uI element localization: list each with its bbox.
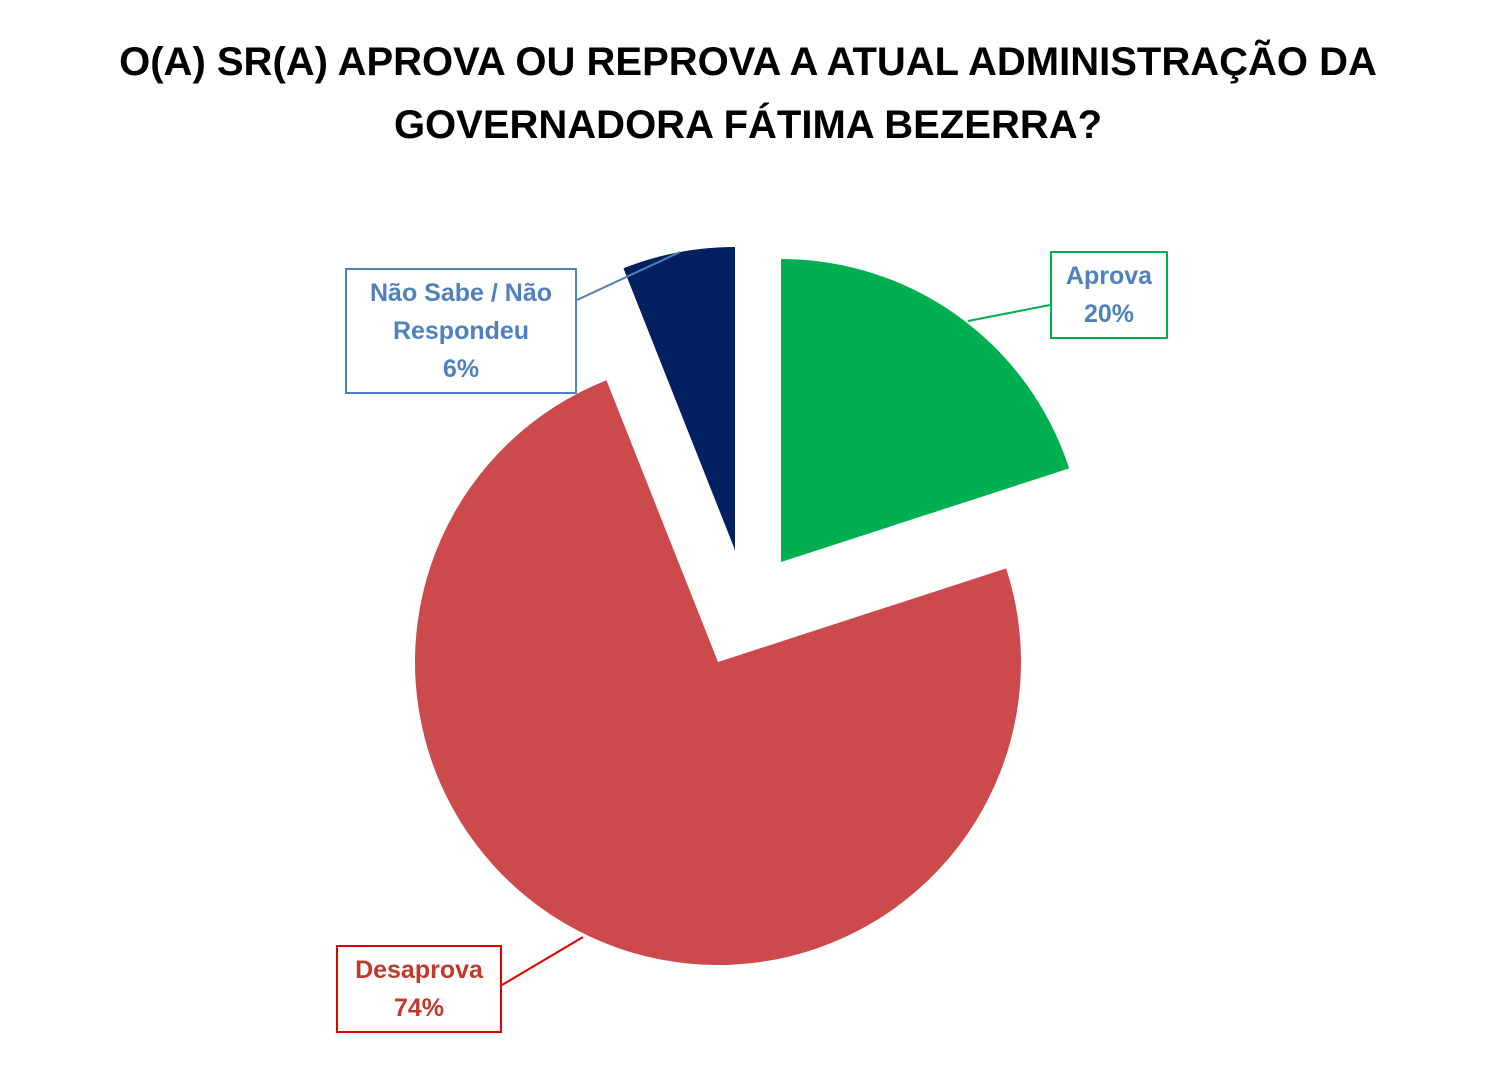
chart-title: O(A) SR(A) APROVA OU REPROVA A ATUAL ADM… <box>119 40 1377 84</box>
label-value: 20% <box>1083 300 1135 328</box>
label-value: 6% <box>442 355 480 383</box>
leader-line <box>576 251 681 301</box>
pie-slice <box>623 247 735 550</box>
data-label: Não Sabe / Não Respondeu 6% <box>345 268 577 394</box>
leader-line <box>967 304 1051 322</box>
label-category: Desaprova <box>355 956 483 984</box>
data-label: Desaprova 74% <box>336 945 502 1033</box>
leader-line <box>501 936 584 986</box>
pie-slice <box>781 259 1070 562</box>
label-value: 74% <box>393 994 445 1022</box>
chart-title: GOVERNADORA FÁTIMA BEZERRA? <box>393 103 1103 147</box>
label-category: Aprova <box>1065 262 1153 290</box>
pie-slice <box>415 380 1021 966</box>
data-label: Aprova 20% <box>1050 251 1168 339</box>
label-category: Não Sabe / Não Respondeu <box>370 279 552 345</box>
